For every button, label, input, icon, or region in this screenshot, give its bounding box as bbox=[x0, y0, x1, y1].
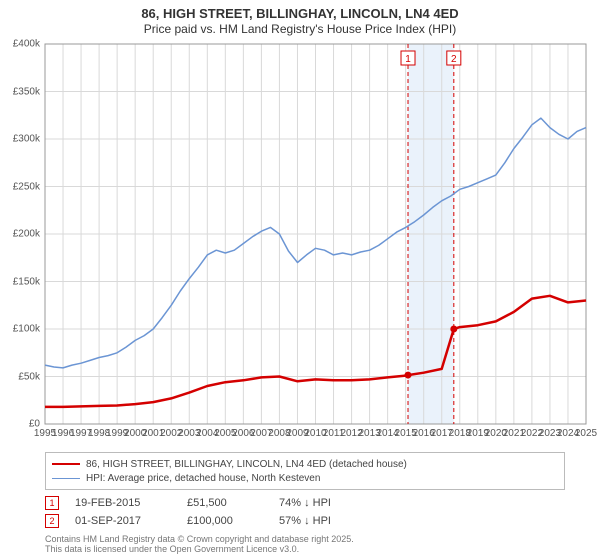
legend: 86, HIGH STREET, BILLINGHAY, LINCOLN, LN… bbox=[45, 452, 565, 490]
sale-date: 01-SEP-2017 bbox=[75, 515, 175, 527]
footer-attribution: Contains HM Land Registry data © Crown c… bbox=[45, 534, 565, 555]
sale-price: £100,000 bbox=[187, 515, 267, 527]
legend-swatch bbox=[52, 478, 80, 479]
sale-price: £51,500 bbox=[187, 497, 267, 509]
sale-marker: 2 bbox=[45, 514, 59, 528]
legend-swatch bbox=[52, 463, 80, 465]
sale-marker: 1 bbox=[45, 496, 59, 510]
sales-table: 1 19-FEB-2015 £51,500 74% ↓ HPI 2 01-SEP-2017… bbox=[45, 494, 565, 530]
sale-pct: 74% ↓ HPI bbox=[279, 497, 565, 509]
legend-row: 86, HIGH STREET, BILLINGHAY, LINCOLN, LN… bbox=[52, 457, 558, 471]
svg-text:1: 1 bbox=[405, 54, 411, 65]
sale-pct: 57% ↓ HPI bbox=[279, 515, 565, 527]
footer-line-2: This data is licensed under the Open Gov… bbox=[45, 544, 565, 554]
chart-container: 86, HIGH STREET, BILLINGHAY, LINCOLN, LN… bbox=[0, 0, 600, 560]
y-tick-label: £300k bbox=[13, 134, 40, 145]
x-tick-label: 2025 bbox=[575, 428, 597, 439]
y-tick-label: £350k bbox=[13, 86, 40, 97]
y-tick-label: £100k bbox=[13, 324, 40, 335]
sale-row: 2 01-SEP-2017 £100,000 57% ↓ HPI bbox=[45, 512, 565, 530]
legend-label: HPI: Average price, detached house, Nort… bbox=[86, 473, 320, 484]
plot-svg: 12 bbox=[0, 0, 600, 450]
y-tick-label: £150k bbox=[13, 276, 40, 287]
y-tick-label: £50k bbox=[18, 371, 40, 382]
y-tick-label: £250k bbox=[13, 181, 40, 192]
legend-row: HPI: Average price, detached house, Nort… bbox=[52, 471, 558, 485]
svg-text:2: 2 bbox=[451, 54, 457, 65]
sale-row: 1 19-FEB-2015 £51,500 74% ↓ HPI bbox=[45, 494, 565, 512]
y-tick-label: £400k bbox=[13, 39, 40, 50]
sale-date: 19-FEB-2015 bbox=[75, 497, 175, 509]
footer-line-1: Contains HM Land Registry data © Crown c… bbox=[45, 534, 565, 544]
legend-label: 86, HIGH STREET, BILLINGHAY, LINCOLN, LN… bbox=[86, 459, 407, 470]
y-tick-label: £200k bbox=[13, 229, 40, 240]
